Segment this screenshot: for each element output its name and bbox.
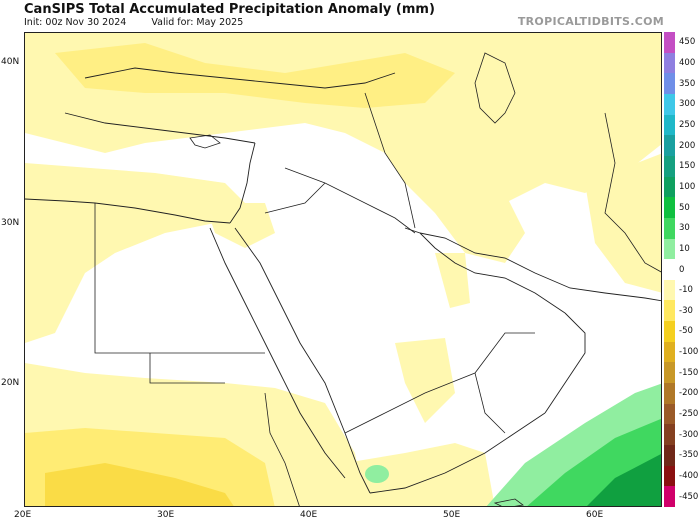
borders xyxy=(25,52,661,506)
colorbar-swatch xyxy=(664,217,675,239)
colorbar-swatch xyxy=(664,383,675,405)
colorbar-label: 10 xyxy=(679,243,690,254)
colorbar-label: 300 xyxy=(679,99,696,110)
colorbar-swatch xyxy=(664,93,675,116)
dry-horn xyxy=(345,443,495,506)
colorbar-swatch xyxy=(664,279,675,301)
colorbar-label: 200 xyxy=(679,140,696,151)
wet-yemen xyxy=(365,465,389,483)
colorbar-swatch xyxy=(664,259,675,281)
colorbar-label: 450 xyxy=(679,37,696,48)
lon-label-60e: 60E xyxy=(586,510,604,520)
colorbar-label: -250 xyxy=(679,409,699,420)
colorbar-swatch xyxy=(664,486,675,508)
colorbar-swatch xyxy=(664,114,675,136)
dry-sahel-deep xyxy=(45,463,234,506)
colorbar-swatch xyxy=(664,238,675,260)
colorbar-swatch xyxy=(664,32,675,54)
colorbar-label: -30 xyxy=(679,305,693,316)
colorbar-label: 30 xyxy=(679,223,690,234)
map-svg xyxy=(25,33,661,506)
brand-watermark: TROPICALTIDBITS.COM xyxy=(517,15,664,28)
anomaly-shading xyxy=(25,33,661,506)
colorbar-label: 50 xyxy=(679,202,690,213)
dry-iran xyxy=(385,143,525,263)
colorbar-label: -150 xyxy=(679,367,699,378)
colorbar-label: 400 xyxy=(679,57,696,68)
valid-time: Valid for: May 2025 xyxy=(151,17,244,28)
lat-label-40n: 40N xyxy=(1,57,20,67)
init-time: Init: 00z Nov 30 2024 xyxy=(24,17,127,28)
lat-label-20n: 20N xyxy=(1,378,20,388)
colorbar-label: -350 xyxy=(679,450,699,461)
colorbar-label: -450 xyxy=(679,491,699,502)
map-title: CanSIPS Total Accumulated Precipitation … xyxy=(24,2,435,17)
colorbar-label: -10 xyxy=(679,285,693,296)
dry-arabia xyxy=(395,338,455,423)
colorbar-swatch xyxy=(664,155,675,178)
lon-label-20e: 20E xyxy=(14,510,32,520)
colorbar-swatch xyxy=(664,403,675,425)
colorbar-label: 100 xyxy=(679,181,696,192)
colorbar-swatch xyxy=(664,52,675,74)
wet-arabian-sea-strong xyxy=(587,454,661,506)
colorbar-swatch xyxy=(664,362,675,384)
dry-gulf xyxy=(435,253,470,308)
map-panel[interactable] xyxy=(24,32,662,507)
colorbar-swatch xyxy=(664,73,675,95)
lon-label-50e: 50E xyxy=(443,510,461,520)
colorbar-label: -50 xyxy=(679,326,693,337)
colorbar-swatch xyxy=(664,135,675,157)
colorbar-swatch xyxy=(664,445,675,467)
lat-label-30n: 30N xyxy=(1,218,20,228)
colorbar-swatch xyxy=(664,465,675,487)
dry-north-africa xyxy=(25,163,255,343)
colorbar-swatch xyxy=(664,176,675,198)
colorbar-swatch xyxy=(664,341,675,363)
map-subtitle: Init: 00z Nov 30 2024 Valid for: May 202… xyxy=(24,17,265,28)
dry-red-sea xyxy=(205,203,275,248)
colorbar-label: -300 xyxy=(679,429,699,440)
lon-label-40e: 40E xyxy=(300,510,318,520)
colorbar-label: 150 xyxy=(679,161,696,172)
colorbar-label: 250 xyxy=(679,119,696,130)
dry-band-turkey xyxy=(55,43,455,108)
colorbar-swatch xyxy=(664,321,675,343)
colorbar-label: -100 xyxy=(679,347,699,358)
colorbar-label: 350 xyxy=(679,78,696,89)
colorbar-swatch xyxy=(664,300,675,322)
colorbar-swatch xyxy=(664,197,675,219)
colorbar-swatch xyxy=(664,424,675,446)
lon-label-30e: 30E xyxy=(157,510,175,520)
colorbar-label: 0 xyxy=(679,264,685,275)
colorbar-label: -200 xyxy=(679,388,699,399)
colorbar: 450 400 350 300 250 200 150 100 50 30 10 0 -10 -30 -50… xyxy=(662,32,700,508)
colorbar-label: -400 xyxy=(679,471,699,482)
